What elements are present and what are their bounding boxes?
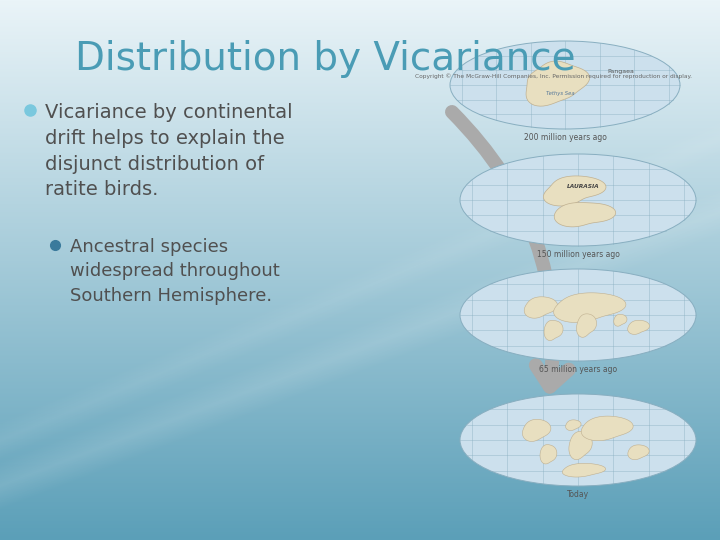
Ellipse shape	[450, 41, 680, 129]
Ellipse shape	[460, 394, 696, 486]
Polygon shape	[628, 320, 649, 334]
FancyArrowPatch shape	[452, 112, 569, 387]
Polygon shape	[577, 314, 597, 338]
Text: Pangaea: Pangaea	[607, 69, 634, 74]
Polygon shape	[554, 293, 626, 322]
Ellipse shape	[460, 154, 696, 246]
Text: Copyright © The McGraw-Hill Companies, Inc. Permission required for reproduction: Copyright © The McGraw-Hill Companies, I…	[415, 73, 692, 79]
Text: Today: Today	[567, 490, 589, 499]
Polygon shape	[566, 420, 581, 430]
Text: 150 million years ago: 150 million years ago	[536, 250, 619, 259]
Polygon shape	[613, 314, 627, 326]
Text: Distribution by Vicariance: Distribution by Vicariance	[75, 40, 575, 78]
Polygon shape	[544, 320, 563, 341]
Text: Tethys Sea: Tethys Sea	[546, 91, 575, 96]
Text: Vicariance by continental
drift helps to explain the
disjunct distribution of
ra: Vicariance by continental drift helps to…	[45, 103, 292, 199]
Polygon shape	[569, 431, 593, 460]
Polygon shape	[554, 202, 616, 227]
Ellipse shape	[460, 269, 696, 361]
Text: Ancestral species
widespread throughout
Southern Hemisphere.: Ancestral species widespread throughout …	[70, 238, 280, 305]
Polygon shape	[581, 416, 633, 441]
Polygon shape	[524, 297, 557, 318]
Polygon shape	[544, 176, 606, 206]
Polygon shape	[628, 445, 649, 460]
Text: LAURASIA: LAURASIA	[567, 184, 599, 189]
Polygon shape	[540, 444, 557, 464]
Polygon shape	[526, 61, 590, 106]
Polygon shape	[523, 420, 551, 441]
Text: 65 million years ago: 65 million years ago	[539, 365, 617, 374]
Text: 200 million years ago: 200 million years ago	[523, 133, 606, 142]
Polygon shape	[562, 463, 606, 477]
